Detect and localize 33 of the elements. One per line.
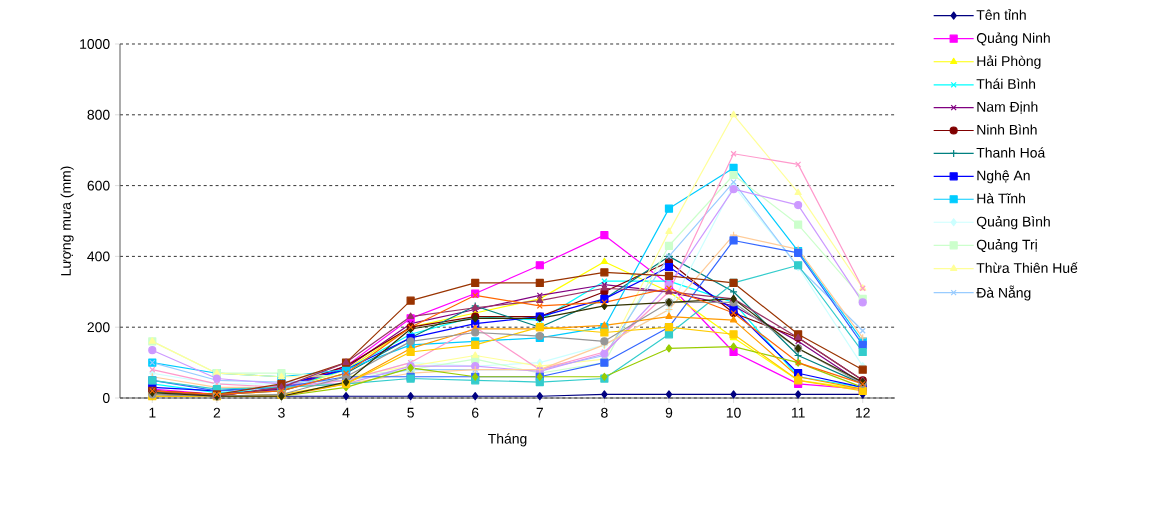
legend-label: Hải Phòng [977, 55, 1041, 69]
x-tick-label: 8 [601, 407, 608, 418]
y-tick-label: 0 [102, 393, 110, 403]
x-axis-title: Tháng [488, 433, 527, 447]
x-tick-label: 3 [278, 407, 285, 418]
y-tick-label: 200 [87, 322, 110, 333]
legend-label: Thừa Thiên Huế [976, 262, 1078, 273]
legend-label: Nam Định [977, 101, 1038, 114]
y-axis-title: Lượng mưa (mm) [60, 166, 74, 276]
x-tick-label: 2 [213, 407, 221, 418]
legend-label: Đà Nẵng [976, 285, 1031, 301]
y-tick-label: 400 [87, 251, 110, 262]
x-tick-label: 11 [791, 407, 805, 418]
x-tick-label: 7 [536, 407, 543, 418]
x-tick-label: 5 [407, 407, 414, 418]
legend-label: Quảng Bình [976, 216, 1050, 230]
legend-label: Quảng Ninh [976, 32, 1050, 46]
y-tick-label: 600 [87, 180, 110, 191]
legend-label: Quảng Trị [976, 239, 1037, 253]
y-tick-label: 800 [87, 109, 110, 120]
x-tick-label: 10 [726, 407, 741, 418]
x-tick-label: 6 [472, 407, 479, 418]
legend-label: Nghệ An [977, 170, 1030, 184]
legend-label: Ninh Bình [977, 124, 1037, 135]
x-tick-label: 1 [149, 407, 156, 418]
x-tick-label: 9 [665, 407, 673, 418]
legend-label: Tên tỉnh [976, 9, 1026, 20]
x-tick-label: 12 [856, 407, 870, 418]
legend-label: Hà Tĩnh [977, 193, 1025, 204]
legend-label: Thanh Hoá [976, 147, 1046, 158]
x-tick-label: 4 [342, 407, 350, 418]
legend-label: Thái Bình [976, 78, 1036, 90]
y-tick-label: 1000 [80, 39, 110, 49]
